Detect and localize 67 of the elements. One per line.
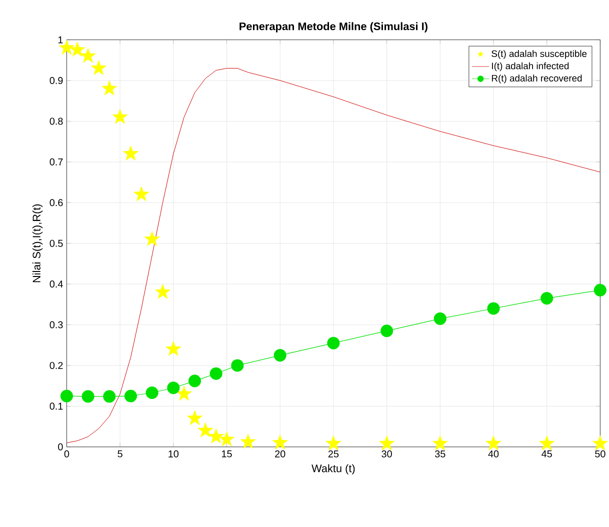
point xyxy=(210,368,222,380)
x-tick-label: 45 xyxy=(542,450,552,458)
point xyxy=(240,434,256,449)
point xyxy=(434,312,446,326)
point xyxy=(90,60,106,76)
point xyxy=(112,109,128,124)
point xyxy=(167,382,180,394)
point xyxy=(176,386,192,401)
y-axis-title: Nilai S(t),I(t),R(t) xyxy=(32,204,43,282)
y-tick-label: 0.7 xyxy=(50,158,63,166)
legend-label: R(t) adalah recovered xyxy=(492,74,582,84)
point xyxy=(326,436,342,451)
point xyxy=(166,341,182,356)
point xyxy=(134,186,150,202)
chart-title: Penerapan Metode Milne (Simulasi I) xyxy=(240,22,428,33)
point xyxy=(274,349,286,362)
y-tick-label: 0.9 xyxy=(50,77,63,84)
x-tick-label: 30 xyxy=(382,450,392,458)
point xyxy=(82,390,94,403)
point xyxy=(487,302,500,315)
y-tick-label: 0.6 xyxy=(50,199,63,206)
x-tick-label: 15 xyxy=(222,450,232,458)
y-tick-label: 0 xyxy=(58,444,63,451)
point xyxy=(198,422,214,438)
point xyxy=(379,436,395,451)
x-tick-label: 50 xyxy=(595,450,606,458)
point xyxy=(327,337,340,350)
x-tick-label: 25 xyxy=(328,450,339,458)
x-tick-label: 35 xyxy=(434,450,446,458)
y-tick-label: 0.1 xyxy=(50,402,63,410)
point xyxy=(122,146,138,161)
x-tick-label: 20 xyxy=(275,450,286,458)
x-axis-title: Waktu (t) xyxy=(312,464,355,475)
y-tick-label: 0.2 xyxy=(50,362,63,370)
point xyxy=(231,359,244,372)
point xyxy=(144,231,160,246)
point xyxy=(539,436,555,451)
y-tick-label: 0.8 xyxy=(50,118,63,125)
point xyxy=(124,390,137,403)
point xyxy=(146,386,158,400)
point xyxy=(432,436,448,451)
y-tick-label: 0.5 xyxy=(50,240,63,248)
point xyxy=(154,284,170,300)
x-tick-label: 0 xyxy=(64,450,70,458)
point xyxy=(208,428,224,444)
point xyxy=(592,436,608,451)
point xyxy=(380,324,394,338)
x-tick-label: 5 xyxy=(118,450,122,458)
point xyxy=(188,374,202,388)
y-tick-label: 0.3 xyxy=(50,321,63,329)
point xyxy=(103,390,116,403)
point xyxy=(218,432,235,446)
x-tick-label: 40 xyxy=(488,450,499,458)
y-tick-label: 1 xyxy=(58,36,63,44)
point xyxy=(102,80,118,96)
point xyxy=(70,42,86,57)
point xyxy=(272,434,288,450)
point xyxy=(60,390,73,403)
point xyxy=(80,48,96,63)
point xyxy=(594,284,606,297)
point xyxy=(540,292,554,305)
y-tick-label: 0.4 xyxy=(50,280,63,288)
x-tick-label: 10 xyxy=(168,450,179,458)
legend-label: I(t) adalah infected xyxy=(492,62,569,72)
point xyxy=(486,436,502,451)
legend-label: S(t) adalah susceptible xyxy=(492,50,587,60)
point xyxy=(186,410,202,426)
